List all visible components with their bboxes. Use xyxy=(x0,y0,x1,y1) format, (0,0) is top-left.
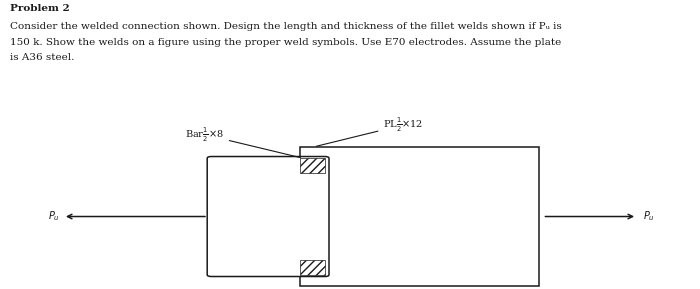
Text: Problem 2: Problem 2 xyxy=(10,4,70,13)
Bar xyxy=(300,158,325,173)
Text: $P_u$: $P_u$ xyxy=(643,210,654,223)
Text: Bar$\frac{1}{2}$$\times$8: Bar$\frac{1}{2}$$\times$8 xyxy=(185,125,300,158)
Text: 150 k. Show the welds on a figure using the proper weld symbols. Use E70 electro: 150 k. Show the welds on a figure using … xyxy=(10,38,561,47)
FancyBboxPatch shape xyxy=(207,157,329,277)
Text: $P_u$: $P_u$ xyxy=(48,210,60,223)
Text: is A36 steel.: is A36 steel. xyxy=(10,53,75,62)
Text: Consider the welded connection shown. Design the length and thickness of the fil: Consider the welded connection shown. De… xyxy=(10,22,562,31)
Bar xyxy=(300,260,325,275)
Text: PL$\frac{1}{2}$$\times$12: PL$\frac{1}{2}$$\times$12 xyxy=(316,116,424,146)
Bar xyxy=(300,147,539,286)
